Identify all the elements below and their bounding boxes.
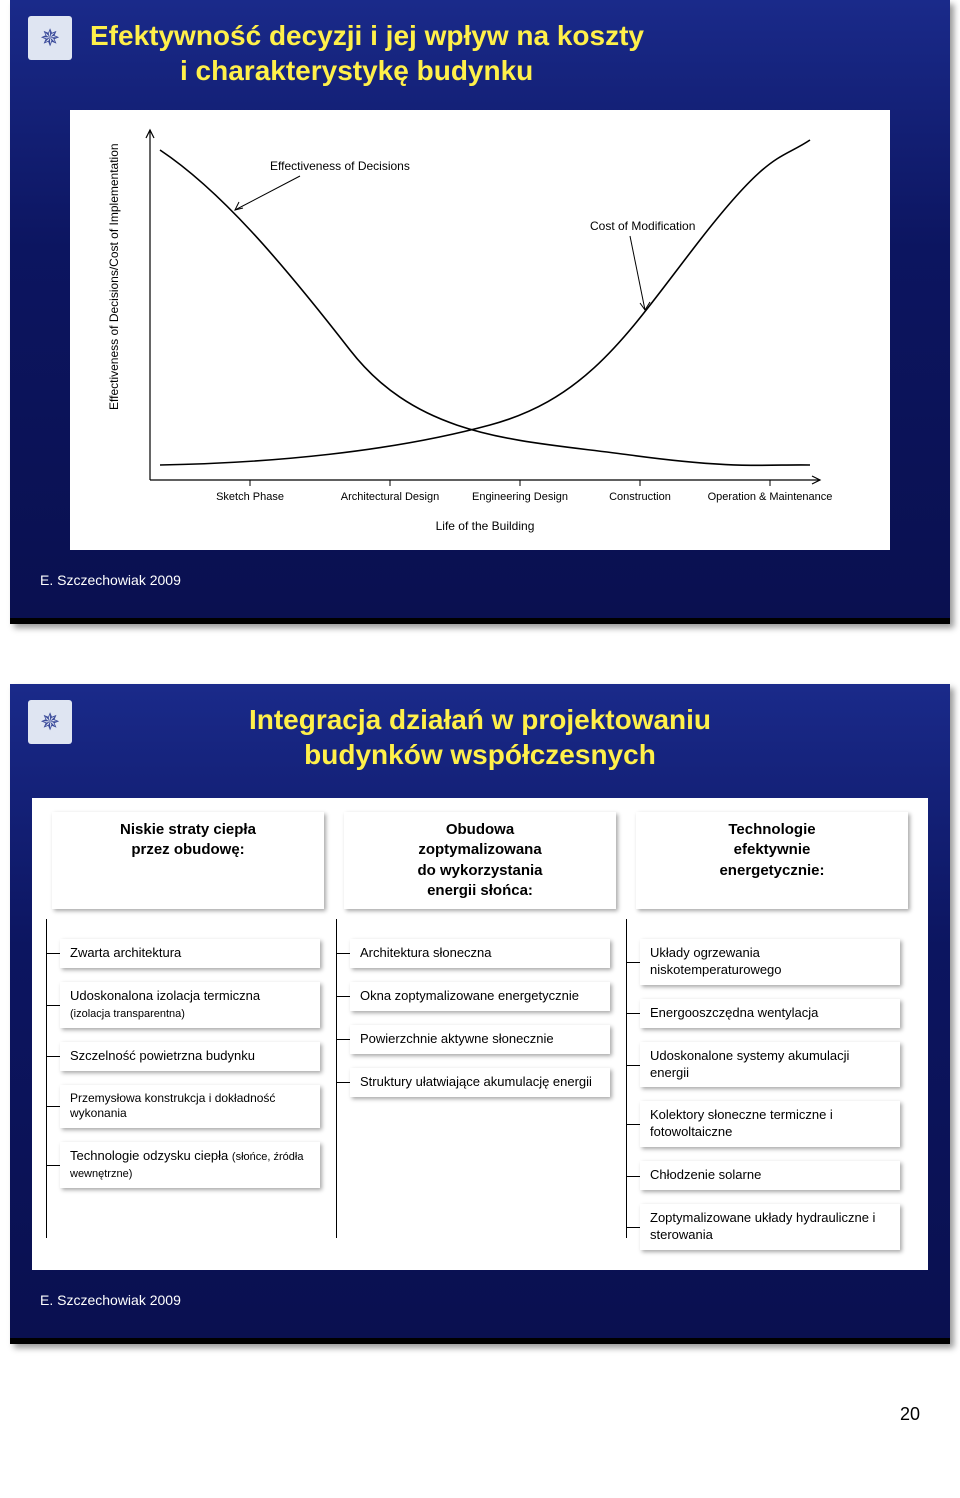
tree-item: Chłodzenie solarne xyxy=(640,1161,900,1190)
slide2-title: Integracja działań w projektowaniu budyn… xyxy=(10,684,950,790)
university-logo-icon: ✵ xyxy=(28,16,72,60)
cost-label: Cost of Modification xyxy=(590,219,695,233)
tree-item: Udoskonalone systemy akumulacji energii xyxy=(640,1042,900,1088)
tree-columns: Zwarta architektura Udoskonalona izolacj… xyxy=(42,909,918,1250)
slide1-title-line2: i charakterystykę budynku xyxy=(90,53,920,88)
tree-item: Przemysłowa konstrukcja i dokładność wyk… xyxy=(60,1085,320,1128)
tree-col-3: Układy ogrzewania niskotemperaturowego E… xyxy=(640,939,900,1250)
tree-col-1: Zwarta architektura Udoskonalona izolacj… xyxy=(60,939,320,1250)
effectiveness-cost-chart: Effectiveness of Decisions/Cost of Imple… xyxy=(70,110,890,550)
tree-item: Szczelność powietrzna budynku xyxy=(60,1042,320,1071)
header-box-2: Obudowa zoptymalizowana do wykorzystania… xyxy=(344,812,616,909)
y-axis-label: Effectiveness of Decisions/Cost of Imple… xyxy=(107,143,121,410)
effectiveness-label: Effectiveness of Decisions xyxy=(270,159,410,173)
tree-header-row: Niskie straty ciepła przez obudowę: Obud… xyxy=(42,812,918,909)
tree-item: Architektura słoneczna xyxy=(350,939,610,968)
tree-item: Układy ogrzewania niskotemperaturowego xyxy=(640,939,900,985)
tree-item: Udoskonalona izolacja termiczna (izolacj… xyxy=(60,982,320,1028)
tree-item: Technologie odzysku ciepła (słońce, źród… xyxy=(60,1142,320,1188)
tree-col-2: Architektura słoneczna Okna zoptymalizow… xyxy=(350,939,610,1250)
slide2-footer: E. Szczechowiak 2009 xyxy=(10,1280,950,1308)
svg-text:Sketch Phase: Sketch Phase xyxy=(216,491,284,503)
effectiveness-curve xyxy=(160,150,810,465)
header-box-3: Technologie efektywnie energetycznie: xyxy=(636,812,908,909)
tree-item: Powierzchnie aktywne słonecznie xyxy=(350,1025,610,1054)
slide1-title-line1: Efektywność decyzji i jej wpływ na koszt… xyxy=(90,20,644,51)
header-box-1: Niskie straty ciepła przez obudowę: xyxy=(52,812,324,909)
tree-item: Zoptymalizowane układy hydrauliczne i st… xyxy=(640,1204,900,1250)
slide1-footer: E. Szczechowiak 2009 xyxy=(10,560,950,588)
chart-svg: Effectiveness of Decisions/Cost of Imple… xyxy=(70,110,890,550)
university-logo-icon: ✵ xyxy=(28,700,72,744)
svg-text:Engineering Design: Engineering Design xyxy=(472,491,568,503)
slide2-title-line1: Integracja działań w projektowaniu xyxy=(249,704,711,735)
slide-1: ✵ Efektywność decyzji i jej wpływ na kos… xyxy=(10,0,950,624)
slide2-title-line2: budynków współczesnych xyxy=(304,739,656,770)
slide-2: ✵ Integracja działań w projektowaniu bud… xyxy=(10,684,950,1344)
page-number: 20 xyxy=(0,1404,960,1425)
x-axis-label: Life of the Building xyxy=(436,519,535,533)
tree-item: Kolektory słoneczne termiczne i fotowolt… xyxy=(640,1101,900,1147)
tree-item: Zwarta architektura xyxy=(60,939,320,968)
tree-diagram: Niskie straty ciepła przez obudowę: Obud… xyxy=(32,798,928,1270)
svg-text:Operation & Maintenance: Operation & Maintenance xyxy=(708,491,833,503)
x-ticks: Sketch Phase Architectural Design Engine… xyxy=(216,480,832,503)
slide1-title: Efektywność decyzji i jej wpływ na koszt… xyxy=(10,0,950,102)
tree-item: Energooszczędna wentylacja xyxy=(640,999,900,1028)
svg-text:Architectural Design: Architectural Design xyxy=(341,491,439,503)
svg-text:Construction: Construction xyxy=(609,491,671,503)
cost-curve xyxy=(160,140,810,465)
tree-item: Struktury ułatwiające akumulację energii xyxy=(350,1068,610,1097)
tree-item: Okna zoptymalizowane energetycznie xyxy=(350,982,610,1011)
